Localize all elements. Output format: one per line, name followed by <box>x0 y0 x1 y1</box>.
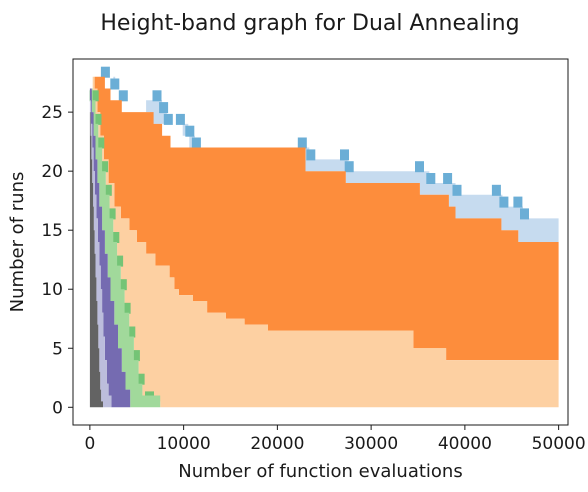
band-1-step-15 <box>443 173 453 184</box>
band-4-step-4 <box>102 184 112 196</box>
band-1-step-19 <box>513 196 523 208</box>
band-4-step-3 <box>99 161 109 173</box>
band-1-step-20 <box>520 208 529 220</box>
band-1-step-0 <box>100 66 110 78</box>
y-axis-ticks: 0 5 10 15 20 25 <box>41 103 73 418</box>
y-axis-label: Number of runs <box>7 172 28 313</box>
x-axis-label: Number of function evaluations <box>178 461 462 482</box>
x-tick-label: 10000 <box>157 434 211 454</box>
band-7 <box>89 100 118 408</box>
x-tick-label: 40000 <box>438 434 492 454</box>
band-8 <box>89 112 103 408</box>
band-4-step-10 <box>126 326 136 338</box>
band-4-step-7 <box>114 255 124 267</box>
band-1-step-1 <box>110 78 120 90</box>
band-2 <box>89 76 559 361</box>
y-tick-label: 0 <box>52 398 63 418</box>
band-1-step-12 <box>344 161 354 173</box>
band-5 <box>89 88 161 408</box>
chart-title: Height-band graph for Dual Annealing <box>100 11 519 36</box>
x-axis-ticks: 0 10000 20000 30000 40000 50000 <box>84 425 586 454</box>
band-4-step-5 <box>106 208 116 220</box>
band-4-step-1 <box>92 113 102 125</box>
band-1-step-13 <box>415 161 424 173</box>
band-1-step-14 <box>426 173 436 184</box>
band-1-step-6 <box>175 113 185 125</box>
band-4-step-2 <box>95 137 105 149</box>
band-1-step-11 <box>340 149 349 161</box>
band-4-step-12 <box>135 373 145 385</box>
band-1-step-9 <box>297 137 307 149</box>
band-1-step-10 <box>306 149 316 161</box>
band-4-step-9 <box>121 302 131 314</box>
band-4-step-0 <box>89 90 99 102</box>
band-1-step-16 <box>452 184 462 196</box>
band-4-step-6 <box>110 232 120 243</box>
y-tick-label: 10 <box>41 280 63 300</box>
band-1-step-2 <box>118 90 128 102</box>
x-tick-label: 50000 <box>532 434 586 454</box>
y-tick-label: 15 <box>41 221 63 241</box>
band-1-step-8 <box>191 137 201 149</box>
y-tick-label: 20 <box>41 162 63 182</box>
y-tick-label: 25 <box>41 103 63 123</box>
band-1-step-5 <box>163 113 173 125</box>
plot-frame <box>72 58 569 426</box>
bands-layer <box>89 66 559 408</box>
band-6 <box>89 88 131 408</box>
y-tick-label: 5 <box>52 339 63 359</box>
band-3 <box>89 76 559 408</box>
x-tick-label: 0 <box>84 434 95 454</box>
band-1-step-4 <box>159 102 169 114</box>
band-4-step-11 <box>130 350 140 362</box>
band-4-step-8 <box>117 279 127 291</box>
band-1-step-17 <box>491 184 501 196</box>
x-tick-label: 30000 <box>344 434 398 454</box>
band-0 <box>89 76 559 242</box>
band-1-steps <box>100 66 529 220</box>
band-1-step-3 <box>152 90 162 102</box>
band-1-step-7 <box>185 125 195 137</box>
x-tick-label: 20000 <box>250 434 304 454</box>
band-1-step-18 <box>499 196 509 208</box>
